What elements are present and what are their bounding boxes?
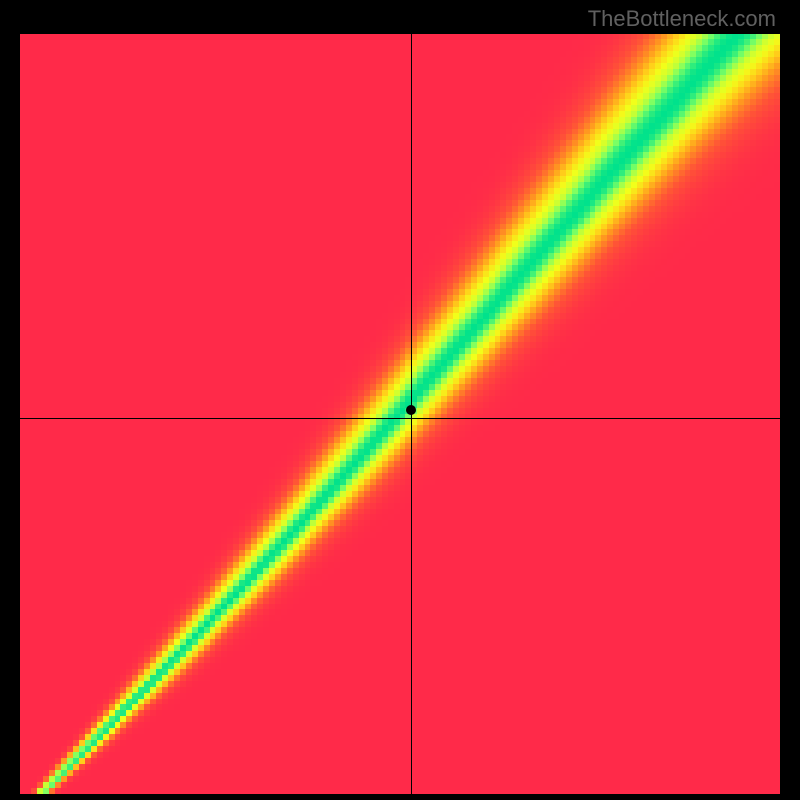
- heatmap-canvas: [20, 34, 780, 794]
- marker-dot: [406, 405, 416, 415]
- watermark-text: TheBottleneck.com: [588, 6, 776, 32]
- crosshair-horizontal: [20, 418, 780, 419]
- plot-area: [20, 34, 780, 794]
- chart-container: TheBottleneck.com: [0, 0, 800, 800]
